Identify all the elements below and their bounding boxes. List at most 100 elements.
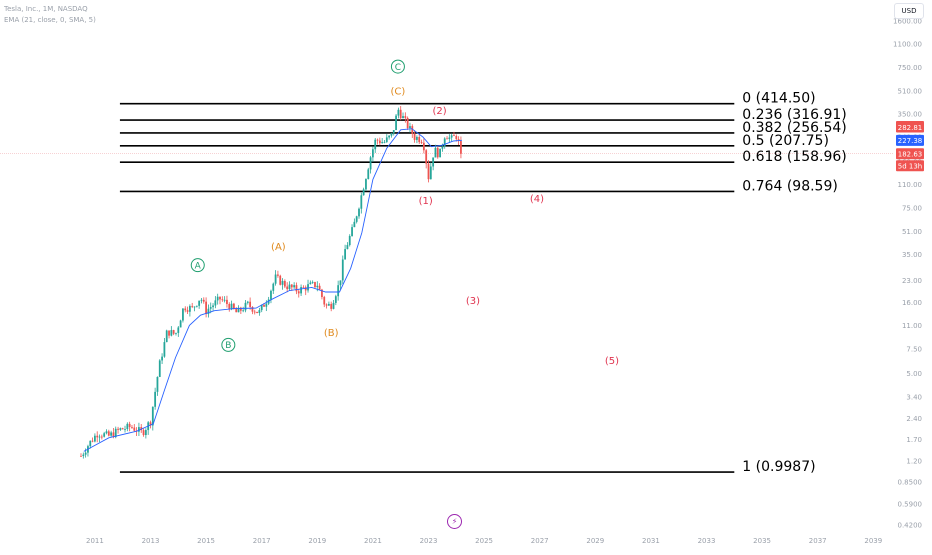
candle-body	[182, 308, 184, 321]
candle-body	[191, 305, 194, 307]
candle-body	[425, 150, 428, 164]
candle-body	[96, 435, 99, 438]
price-tag-label: 282.81	[898, 124, 923, 132]
price-tag-label: 227.38	[898, 137, 923, 145]
y-tick-label: 510.00	[898, 87, 923, 95]
candle-body	[304, 287, 307, 291]
wave-label: (4)	[530, 194, 544, 205]
candle-body	[367, 169, 370, 180]
candle-body	[281, 280, 284, 285]
x-tick-label: 2023	[420, 537, 438, 545]
fib-level-label: 0.382 (256.54)	[742, 120, 846, 136]
candle-body	[413, 133, 416, 140]
candle-body	[450, 135, 453, 138]
wave-label: (A)	[271, 242, 286, 253]
candle-body	[209, 307, 212, 309]
candle-body	[233, 303, 235, 309]
x-tick-label: 2011	[86, 537, 104, 545]
candle-body	[138, 427, 140, 432]
candle-body	[314, 282, 316, 288]
lightning-bolt-icon[interactable]: ⚡	[447, 514, 462, 529]
candle-body	[360, 195, 363, 209]
candle-body	[103, 433, 106, 437]
candle-body	[388, 135, 391, 138]
wave-label: (2)	[433, 106, 447, 117]
candle-body	[237, 307, 240, 313]
candle-body	[89, 440, 92, 447]
wave-label: A	[195, 261, 202, 271]
candle-body	[439, 148, 441, 158]
fib-level-label: 0.5 (207.75)	[742, 133, 829, 149]
x-tick-label: 2033	[698, 537, 716, 545]
candle-body	[323, 297, 326, 305]
price-tag	[896, 148, 924, 160]
candle-body	[156, 376, 159, 392]
indicator-legend[interactable]: EMA (21, close, 0, SMA, 5)	[4, 16, 96, 24]
candle-body	[119, 428, 122, 430]
candle-body	[112, 432, 115, 438]
candle-body	[300, 287, 302, 294]
candle-body	[283, 280, 286, 287]
candle-body	[302, 287, 305, 288]
x-tick-label: 2027	[531, 537, 549, 545]
candle-body	[226, 299, 228, 305]
y-tick-label: 16.00	[902, 299, 922, 307]
candle-body	[219, 296, 221, 300]
candle-body	[131, 427, 133, 428]
candle-body	[133, 427, 136, 431]
candle-body	[202, 299, 205, 302]
candle-body	[214, 300, 217, 306]
candle-body	[163, 342, 166, 357]
candle-body	[91, 440, 94, 442]
y-tick-label: 0.4200	[898, 522, 923, 530]
x-tick-label: 2017	[253, 537, 271, 545]
candle-body	[242, 310, 245, 312]
candle-body	[406, 117, 409, 129]
y-tick-label: 75.00	[902, 205, 922, 213]
candle-body	[434, 147, 437, 158]
candle-body	[334, 296, 337, 303]
candle-body	[311, 282, 314, 283]
candle-body	[365, 179, 367, 190]
x-tick-label: 2037	[809, 537, 827, 545]
candle-body	[332, 302, 335, 309]
candle-body	[172, 330, 175, 334]
candle-body	[392, 130, 395, 134]
y-tick-label: 110.00	[898, 181, 923, 189]
candle-body	[177, 327, 180, 333]
candle-body	[94, 435, 96, 442]
candle-body	[309, 282, 312, 285]
candle-body	[277, 274, 279, 276]
candle-body	[385, 137, 388, 142]
candle-body	[325, 304, 328, 306]
candle-body	[341, 259, 344, 281]
wave-label: (1)	[419, 196, 433, 207]
candle-body	[286, 286, 289, 290]
candle-body	[260, 304, 263, 311]
fib-level-label: 0.618 (158.96)	[742, 149, 846, 165]
x-tick-label: 2031	[642, 537, 660, 545]
candle-body	[381, 142, 384, 144]
candle-body	[374, 139, 377, 150]
wave-circle-marker	[221, 337, 236, 352]
y-tick-label: 23.00	[902, 277, 922, 285]
candle-body	[455, 135, 458, 140]
candle-body	[221, 299, 224, 301]
y-tick-label: 750.00	[898, 64, 923, 72]
candle-body	[128, 423, 131, 428]
currency-button[interactable]: USD	[894, 3, 924, 19]
candle-body	[327, 303, 330, 306]
y-tick-label: 1.70	[906, 436, 922, 444]
candle-body	[140, 427, 143, 431]
candle-body	[168, 330, 170, 336]
candle-body	[448, 137, 451, 140]
candle-body	[149, 422, 152, 426]
candle-body	[198, 300, 201, 306]
candle-body	[397, 109, 400, 116]
x-tick-label: 2021	[364, 537, 382, 545]
candle-body	[249, 301, 252, 307]
candle-body	[184, 308, 187, 311]
candle-body	[258, 310, 261, 313]
